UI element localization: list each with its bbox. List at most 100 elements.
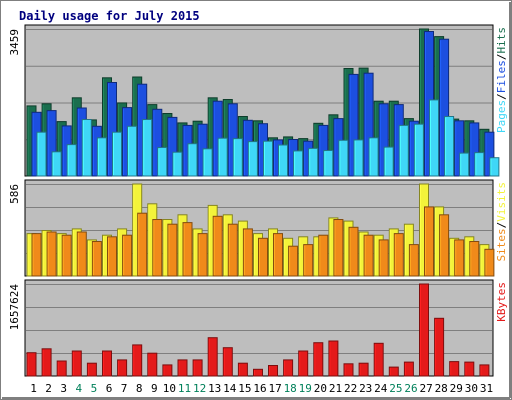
bar-kbytes-day-13 (207, 337, 218, 377)
x-tick-label-day-17: 17 (268, 382, 281, 395)
bar-sites-day-7 (122, 234, 133, 277)
legend-entry-kbytes: KBytes (495, 282, 508, 322)
bar-pages-day-21 (338, 139, 349, 177)
bar-kbytes-day-5 (86, 362, 97, 377)
bar-sites-day-19 (303, 244, 314, 277)
x-tick-label-day-29: 29 (450, 382, 463, 395)
x-tick-label-day-2: 2 (45, 382, 52, 395)
bar-sites-day-30 (469, 241, 480, 277)
bar-sites-day-17 (273, 233, 283, 277)
bar-sites-day-10 (167, 223, 178, 277)
x-tick-label-day-18: 18 (284, 382, 297, 395)
bar-pages-day-15 (247, 141, 258, 177)
x-tick-label-day-1: 1 (30, 382, 37, 395)
legend-entry-visits: Visits (495, 182, 508, 222)
bar-pages-day-1 (36, 131, 47, 177)
bar-pages-day-25 (398, 124, 409, 177)
bar-sites-day-8 (137, 212, 148, 277)
x-tick-label-day-5: 5 (91, 382, 98, 395)
x-tick-label-day-14: 14 (223, 382, 237, 395)
bar-pages-day-9 (157, 147, 168, 177)
bar-pages-day-16 (263, 140, 273, 177)
bar-pages-day-11 (187, 143, 198, 177)
x-tick-label-day-15: 15 (238, 382, 251, 395)
bar-sites-day-29 (454, 239, 465, 277)
legend-entry-files: Files (495, 60, 508, 93)
legend-visits_sites: Sites/Visits (495, 182, 508, 262)
x-tick-label-day-25: 25 (389, 382, 402, 395)
bar-sites-day-9 (152, 219, 163, 277)
bar-kbytes-day-24 (373, 342, 384, 377)
bar-sites-day-13 (212, 215, 223, 277)
x-tick-label-day-7: 7 (121, 382, 128, 395)
bar-pages-day-24 (383, 146, 394, 177)
bar-pages-day-19 (308, 147, 319, 177)
bar-sites-day-26 (408, 244, 419, 277)
bar-pages-day-10 (172, 151, 183, 177)
x-tick-label-day-13: 13 (208, 382, 221, 395)
bar-sites-day-2 (46, 231, 57, 277)
bar-kbytes-day-14 (222, 347, 233, 377)
legend-entry-hits: Hits (495, 27, 508, 54)
x-tick-label-day-8: 8 (136, 382, 143, 395)
bar-sites-day-31 (484, 248, 495, 277)
x-tick-label-day-22: 22 (344, 382, 357, 395)
bar-pages-day-26 (413, 123, 424, 177)
bar-sites-day-18 (288, 245, 299, 277)
bar-kbytes-day-3 (56, 360, 67, 377)
bar-kbytes-day-27 (419, 283, 429, 377)
bar-kbytes-day-12 (192, 359, 203, 377)
bar-pages-day-6 (112, 131, 122, 177)
x-tick-label-day-16: 16 (253, 382, 266, 395)
bar-pages-day-3 (66, 144, 77, 177)
x-tick-label-day-9: 9 (151, 382, 158, 395)
ymax-label-visits_sites: 586 (8, 184, 21, 204)
x-tick-label-day-10: 10 (163, 382, 176, 395)
ymax-label-kbytes: 1657624 (8, 284, 21, 331)
x-tick-label-day-11: 11 (178, 382, 191, 395)
x-tick-label-day-4: 4 (75, 382, 82, 395)
bar-kbytes-day-6 (102, 350, 112, 377)
bar-kbytes-day-25 (388, 366, 399, 377)
bar-pages-day-14 (232, 138, 243, 177)
bar-kbytes-day-11 (177, 359, 188, 377)
x-axis-labels: 1 2 3 4 5 6 7 8 9 10 11 12 13 14 15 16 17 18 19 20 21 22 23 24 2… (30, 382, 493, 395)
bar-kbytes-day-15 (237, 362, 248, 377)
bar-kbytes-day-2 (41, 348, 52, 377)
bar-pages-day-8 (142, 119, 153, 177)
bar-pages-day-29 (459, 152, 470, 177)
x-tick-label-day-31: 31 (480, 382, 493, 395)
legend-separator: / (495, 222, 508, 229)
panel-kbytes: 1657624 KBytes (8, 279, 508, 377)
bar-sites-day-6 (107, 236, 117, 277)
bar-kbytes-day-23 (358, 362, 369, 377)
bar-kbytes-day-7 (117, 359, 128, 377)
bar-sites-day-20 (318, 234, 329, 277)
bar-kbytes-day-26 (403, 361, 414, 377)
bar-pages-day-17 (278, 144, 288, 177)
bar-kbytes-day-30 (464, 361, 475, 377)
legend-separator: / (495, 93, 508, 100)
x-tick-label-day-3: 3 (60, 382, 67, 395)
bar-sites-day-21 (333, 219, 344, 277)
bar-sites-day-14 (227, 223, 238, 277)
bar-pages-day-13 (217, 137, 228, 177)
bar-kbytes-day-9 (147, 352, 158, 377)
chart-shadow-right (509, 2, 511, 398)
bar-sites-day-25 (393, 233, 404, 277)
bar-sites-day-12 (197, 233, 208, 277)
bar-kbytes-day-17 (268, 365, 278, 377)
bar-kbytes-day-19 (298, 350, 309, 377)
bar-kbytes-day-31 (479, 364, 490, 377)
bar-sites-day-24 (378, 239, 389, 277)
bar-kbytes-day-16 (253, 368, 263, 377)
x-tick-label-day-20: 20 (314, 382, 327, 395)
bar-pages-day-18 (293, 150, 304, 177)
bar-kbytes-day-28 (434, 317, 445, 377)
bar-kbytes-day-8 (132, 344, 143, 377)
bar-sites-day-23 (363, 234, 374, 277)
x-tick-label-day-24: 24 (374, 382, 388, 395)
bar-pages-day-4 (81, 119, 92, 177)
panel-visits_sites: 586 Sites/Visits (8, 179, 508, 277)
